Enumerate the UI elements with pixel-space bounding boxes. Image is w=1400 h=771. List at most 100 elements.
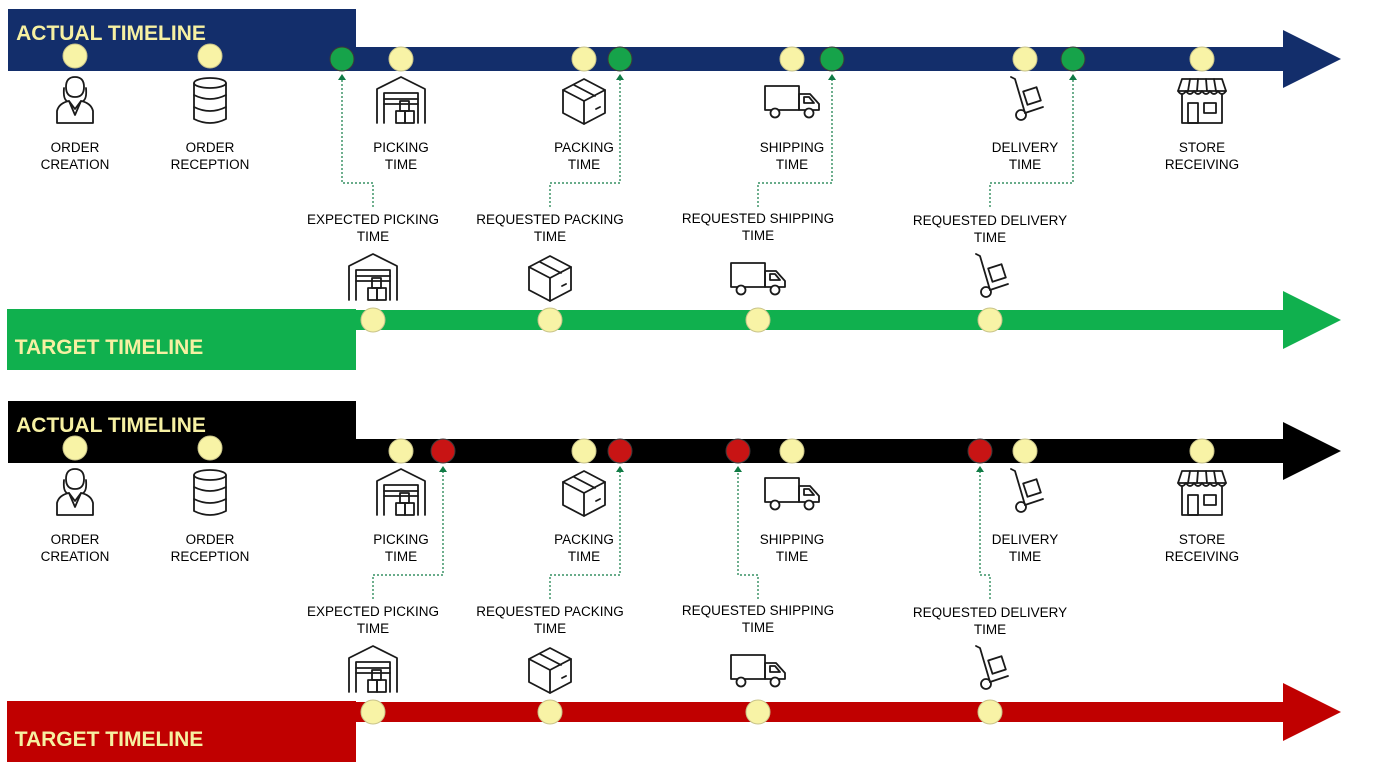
- actual-title-box: [8, 401, 356, 443]
- target-milestone-label: TIME: [534, 229, 566, 244]
- actual-milestone-dot: [197, 435, 223, 461]
- person-icon: [56, 76, 94, 124]
- actual-milestone-dot: [388, 438, 414, 464]
- dotted-connector: [737, 472, 759, 599]
- target-milestone-dot: [360, 307, 386, 333]
- dotted-connector: [549, 472, 621, 599]
- dotted-connector: [372, 472, 444, 599]
- box-icon: [528, 255, 572, 302]
- target-milestone-label: EXPECTED PICKING: [307, 604, 439, 619]
- warehouse-icon: [376, 468, 426, 516]
- actual-milestone-label: PACKING: [554, 532, 614, 547]
- actual-milestone-label: SHIPPING: [760, 140, 825, 155]
- target-arrow-head: [1283, 291, 1341, 349]
- connector-arrowhead: [828, 74, 836, 80]
- actual-milestone-label: ORDER: [51, 140, 100, 155]
- actual-milestone-label: TIME: [568, 157, 600, 172]
- target-milestone-label: TIME: [742, 620, 774, 635]
- hand-truck-icon: [1010, 468, 1044, 513]
- target-milestone-label: TIME: [357, 229, 389, 244]
- actual-title-box: [8, 9, 356, 51]
- target-milestone-label: TIME: [974, 230, 1006, 245]
- connector-arrowhead: [338, 74, 346, 80]
- actual-milestone-dot: [571, 46, 597, 72]
- box-icon: [528, 647, 572, 694]
- person-icon: [56, 468, 94, 516]
- target-milestone-label: TIME: [742, 228, 774, 243]
- actual-timeline-title: ACTUAL TIMELINE: [16, 22, 206, 45]
- target-milestone-label: TIME: [974, 622, 1006, 637]
- target-milestone-label: TIME: [357, 621, 389, 636]
- target-milestone-dot: [537, 307, 563, 333]
- actual-milestone-dot: [779, 438, 805, 464]
- actual-milestone-dot: [388, 46, 414, 72]
- actual-milestone-label: SHIPPING: [760, 532, 825, 547]
- connector-arrowhead: [734, 466, 742, 472]
- truck-icon: [764, 477, 820, 511]
- truck-icon: [730, 262, 786, 296]
- connector-arrowhead: [1069, 74, 1077, 80]
- target-milestone-label: TIME: [534, 621, 566, 636]
- actual-milestone-label: RECEPTION: [171, 549, 250, 564]
- target-milestone-dot: [977, 699, 1003, 725]
- on-time-status-dot: [819, 46, 845, 72]
- actual-milestone-label: CREATION: [41, 549, 110, 564]
- late-status-dot: [607, 438, 633, 464]
- target-title-box: [7, 309, 356, 370]
- actual-milestone-label: STORE: [1179, 140, 1225, 155]
- actual-milestone-label: TIME: [1009, 549, 1041, 564]
- on-time-status-dot: [1060, 46, 1086, 72]
- late-status-dot: [967, 438, 993, 464]
- target-milestone-dot: [537, 699, 563, 725]
- dotted-connector: [341, 80, 374, 207]
- actual-timeline-title: ACTUAL TIMELINE: [16, 414, 206, 437]
- target-milestone-label: REQUESTED DELIVERY: [913, 605, 1067, 620]
- actual-milestone-label: RECEPTION: [171, 157, 250, 172]
- hand-truck-icon: [1010, 76, 1044, 121]
- warehouse-icon: [376, 76, 426, 124]
- target-milestone-label: REQUESTED SHIPPING: [682, 211, 834, 226]
- dotted-connector: [989, 80, 1074, 207]
- actual-milestone-label: TIME: [385, 549, 417, 564]
- actual-milestone-label: TIME: [776, 549, 808, 564]
- actual-milestone-label: PACKING: [554, 140, 614, 155]
- actual-milestone-dot: [1012, 46, 1038, 72]
- truck-icon: [730, 654, 786, 688]
- actual-milestone-label: CREATION: [41, 157, 110, 172]
- actual-milestone-dot: [571, 438, 597, 464]
- actual-milestone-label: STORE: [1179, 532, 1225, 547]
- actual-milestone-dot: [1189, 46, 1215, 72]
- target-title-box: [7, 701, 356, 762]
- actual-milestone-dot: [62, 435, 88, 461]
- target-timeline-title: TARGET TIMELINE: [15, 728, 204, 751]
- panel-on_time: ACTUAL TIMELINE TARGET TIMELINE ORDER CREAT…: [7, 9, 1341, 370]
- actual-milestone-dot: [1189, 438, 1215, 464]
- target-timeline-bar: [356, 702, 1283, 722]
- actual-milestone-dot: [1012, 438, 1038, 464]
- on-time-status-dot: [607, 46, 633, 72]
- actual-milestone-label: ORDER: [186, 532, 235, 547]
- warehouse-icon: [348, 645, 398, 693]
- actual-milestone-label: TIME: [385, 157, 417, 172]
- box-icon: [562, 78, 606, 125]
- target-milestone-dot: [977, 307, 1003, 333]
- actual-milestone-label: ORDER: [186, 140, 235, 155]
- actual-milestone-label: TIME: [1009, 157, 1041, 172]
- box-icon: [562, 470, 606, 517]
- store-icon: [1177, 78, 1227, 124]
- actual-milestone-label: RECEIVING: [1165, 549, 1239, 564]
- connector-arrowhead: [616, 74, 624, 80]
- actual-milestone-dot: [779, 46, 805, 72]
- connector-arrowhead: [976, 466, 984, 472]
- database-icon: [193, 469, 227, 516]
- panel-late: ACTUAL TIMELINE TARGET TIMELINE ORDER CREAT…: [7, 401, 1341, 762]
- dotted-connector: [549, 80, 621, 207]
- hand-truck-icon: [975, 253, 1009, 298]
- target-milestone-dot: [360, 699, 386, 725]
- actual-milestone-label: DELIVERY: [992, 140, 1059, 155]
- target-arrow-head: [1283, 683, 1341, 741]
- truck-icon: [764, 85, 820, 119]
- actual-milestone-label: DELIVERY: [992, 532, 1059, 547]
- target-milestone-dot: [745, 307, 771, 333]
